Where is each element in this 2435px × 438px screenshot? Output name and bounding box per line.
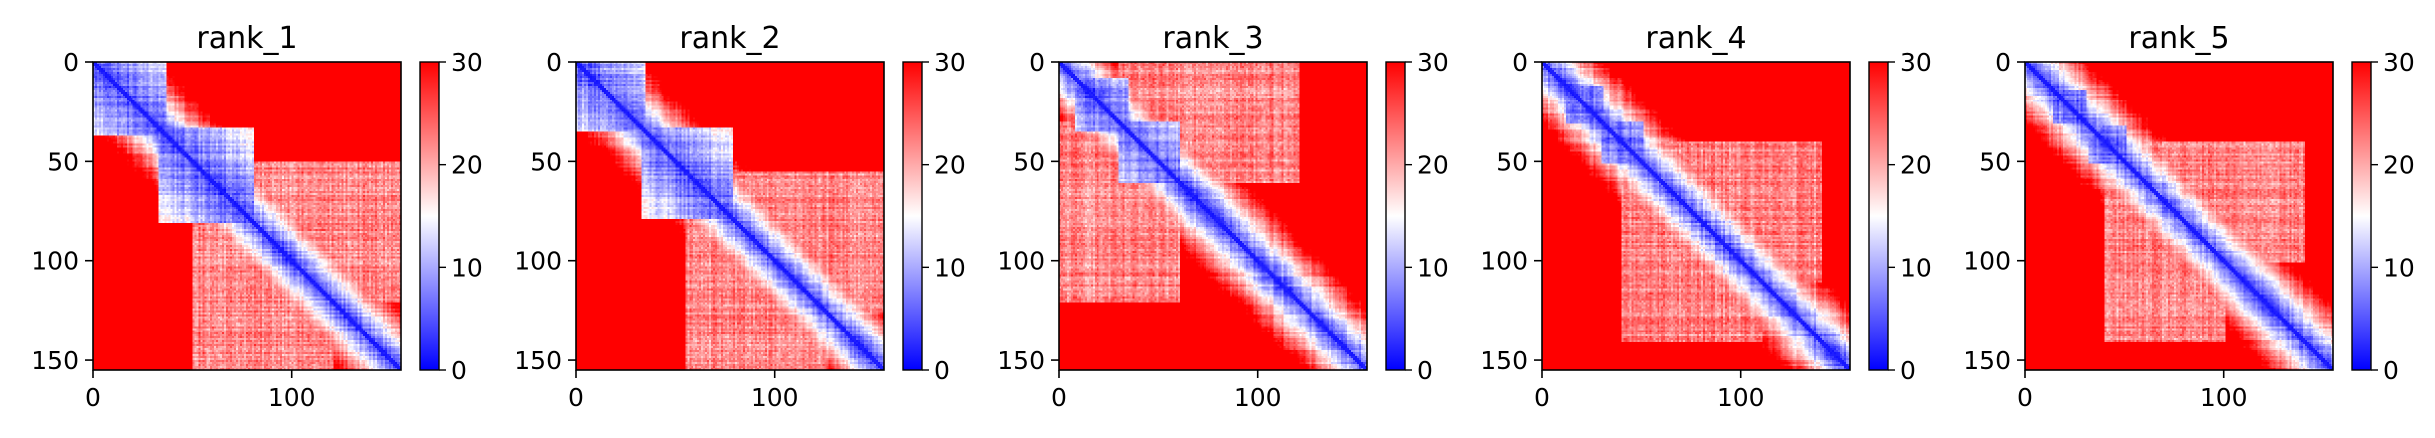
y-tick-label: 100 (1480, 247, 1528, 276)
colorbar-frame (2351, 61, 2372, 371)
panel-title: rank_4 (1645, 21, 1746, 56)
colorbar-tick-label: 20 (2383, 151, 2415, 180)
heatmap-image (576, 62, 884, 370)
colorbar-tick-label: 10 (2383, 253, 2415, 282)
heatmap-image (2025, 62, 2333, 370)
x-tick-label: 100 (1717, 383, 1765, 412)
x-tick-label: 0 (1534, 383, 1550, 412)
heatmap-frame (1058, 61, 1368, 371)
colorbar (1869, 62, 1888, 370)
colorbar-frame (1385, 61, 1406, 371)
colorbar-frame (902, 61, 923, 371)
colorbar-tick-label: 10 (1900, 253, 1932, 282)
y-tick-label: 0 (546, 48, 562, 77)
heatmap-frame (1541, 61, 1851, 371)
x-tick-label: 100 (268, 383, 316, 412)
x-tick-label: 100 (751, 383, 799, 412)
colorbar-tick-label: 10 (451, 253, 483, 282)
y-tick-label: 0 (1995, 48, 2011, 77)
y-tick-label: 50 (1496, 147, 1528, 176)
colorbar-tick-label: 30 (2383, 48, 2415, 77)
colorbar-tick-label: 10 (934, 253, 966, 282)
y-tick-label: 150 (997, 346, 1045, 375)
panel-title: rank_5 (2128, 21, 2229, 56)
y-tick-label: 50 (530, 147, 562, 176)
colorbar (903, 62, 922, 370)
y-tick-label: 50 (1013, 147, 1045, 176)
x-tick-label: 100 (2200, 383, 2248, 412)
x-tick-label: 100 (1234, 383, 1282, 412)
y-tick-label: 50 (1979, 147, 2011, 176)
colorbar-tick-label: 0 (2383, 356, 2399, 385)
x-tick-label: 0 (2017, 383, 2033, 412)
y-tick-label: 50 (47, 147, 79, 176)
colorbar-tick-label: 10 (1417, 253, 1449, 282)
y-tick-label: 0 (63, 48, 79, 77)
heatmap-image (1059, 62, 1367, 370)
x-tick-label: 0 (568, 383, 584, 412)
panel-title: rank_1 (196, 21, 297, 56)
colorbar-tick-label: 30 (451, 48, 483, 77)
y-tick-label: 150 (31, 346, 79, 375)
colorbar (420, 62, 439, 370)
colorbar-tick-label: 0 (451, 356, 467, 385)
colorbar-tick-label: 20 (1417, 151, 1449, 180)
colorbar-tick-label: 20 (451, 151, 483, 180)
heatmap-frame (2024, 61, 2334, 371)
x-tick-label: 0 (85, 383, 101, 412)
y-tick-label: 0 (1512, 48, 1528, 77)
heatmap-frame (92, 61, 402, 371)
y-tick-label: 100 (1963, 247, 2011, 276)
panel-title: rank_2 (679, 21, 780, 56)
y-tick-label: 100 (31, 247, 79, 276)
colorbar-tick-label: 30 (934, 48, 966, 77)
heatmap-image (93, 62, 401, 370)
colorbar-tick-label: 0 (1417, 356, 1433, 385)
y-tick-label: 100 (514, 247, 562, 276)
colorbar-tick-label: 0 (1900, 356, 1916, 385)
x-tick-label: 0 (1051, 383, 1067, 412)
heatmap-image (1542, 62, 1850, 370)
colorbar-tick-label: 30 (1417, 48, 1449, 77)
colorbar (2352, 62, 2371, 370)
colorbar-tick-label: 20 (934, 151, 966, 180)
heatmap-frame (575, 61, 885, 371)
panel-title: rank_3 (1162, 21, 1263, 56)
y-tick-label: 150 (1963, 346, 2011, 375)
colorbar-frame (419, 61, 440, 371)
colorbar-tick-label: 20 (1900, 151, 1932, 180)
colorbar-tick-label: 0 (934, 356, 950, 385)
colorbar-tick-label: 30 (1900, 48, 1932, 77)
y-tick-label: 150 (514, 346, 562, 375)
colorbar-frame (1868, 61, 1889, 371)
y-tick-label: 150 (1480, 346, 1528, 375)
y-tick-label: 100 (997, 247, 1045, 276)
colorbar (1386, 62, 1405, 370)
y-tick-label: 0 (1029, 48, 1045, 77)
